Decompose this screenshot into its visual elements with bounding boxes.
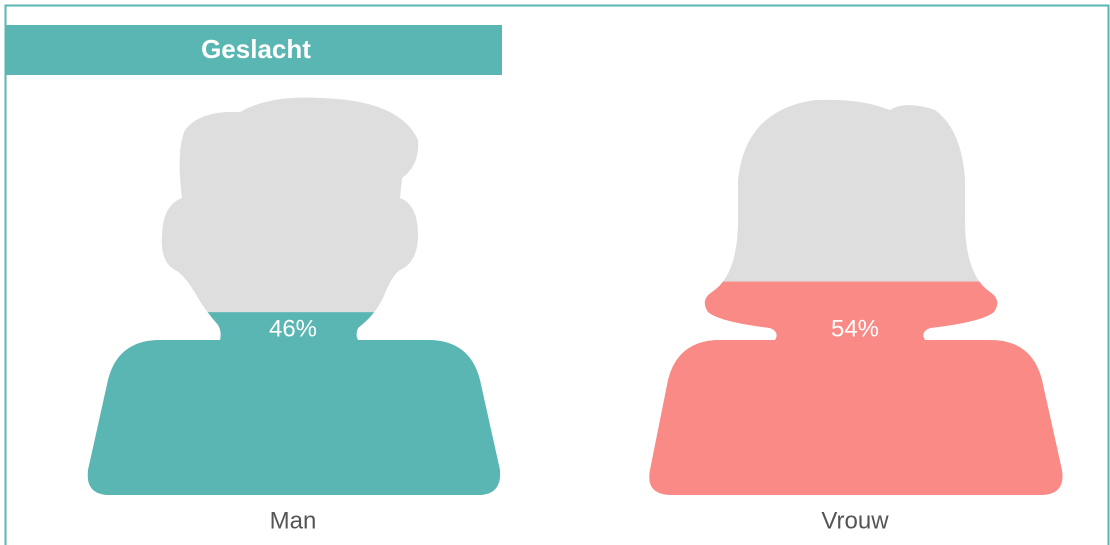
fill-level [649, 281, 1063, 495]
frame [4, 4, 1110, 545]
category-label: Man [270, 507, 317, 534]
value-label: 46% [269, 315, 317, 342]
chart-title: Geslacht [201, 34, 311, 64]
category-label: Vrouw [821, 507, 889, 534]
title-banner [5, 25, 502, 75]
value-label: 54% [831, 315, 879, 342]
fill-level [87, 312, 501, 495]
